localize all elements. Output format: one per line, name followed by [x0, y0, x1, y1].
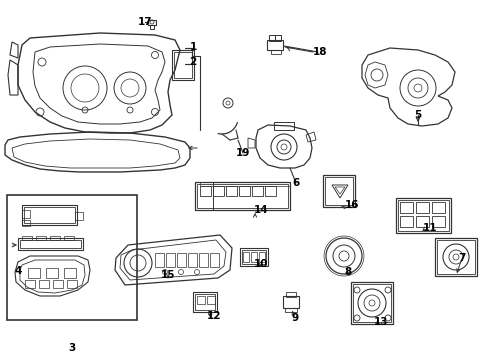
- Text: 2: 2: [189, 57, 196, 67]
- Bar: [396, 198, 451, 233]
- Bar: [351, 282, 393, 324]
- Bar: [435, 238, 477, 276]
- Bar: [67, 280, 77, 288]
- Bar: [251, 252, 257, 262]
- Bar: [64, 268, 76, 278]
- Text: 5: 5: [415, 110, 421, 120]
- Text: 11: 11: [423, 223, 437, 233]
- Text: 12: 12: [207, 311, 221, 321]
- Text: 15: 15: [161, 270, 175, 280]
- Bar: [199, 253, 208, 267]
- Bar: [259, 252, 265, 262]
- Bar: [174, 52, 192, 78]
- Bar: [148, 20, 156, 25]
- Bar: [400, 202, 413, 213]
- Bar: [239, 186, 250, 196]
- Bar: [22, 210, 30, 218]
- Bar: [22, 220, 30, 226]
- Text: 17: 17: [138, 17, 152, 27]
- Bar: [53, 280, 63, 288]
- Text: 9: 9: [292, 313, 298, 323]
- Bar: [267, 40, 283, 50]
- Bar: [240, 248, 268, 266]
- Bar: [22, 236, 32, 240]
- Text: 13: 13: [374, 317, 388, 327]
- Bar: [188, 253, 197, 267]
- Bar: [286, 292, 296, 297]
- Bar: [200, 186, 211, 196]
- Bar: [20, 240, 81, 248]
- Bar: [7, 195, 137, 320]
- Bar: [285, 308, 297, 312]
- Bar: [39, 280, 49, 288]
- Bar: [400, 216, 413, 227]
- Bar: [416, 216, 429, 227]
- Text: 8: 8: [344, 267, 352, 277]
- Bar: [28, 268, 40, 278]
- Bar: [432, 202, 445, 213]
- Bar: [226, 186, 237, 196]
- Text: 7: 7: [458, 253, 466, 263]
- Bar: [242, 250, 266, 264]
- Text: 18: 18: [313, 47, 327, 57]
- Text: 4: 4: [14, 266, 22, 276]
- Bar: [46, 268, 58, 278]
- Bar: [416, 202, 429, 213]
- Text: 16: 16: [345, 200, 359, 210]
- Bar: [432, 216, 445, 227]
- Bar: [195, 294, 215, 310]
- Bar: [271, 50, 281, 54]
- Bar: [353, 284, 391, 322]
- Bar: [207, 296, 215, 304]
- Bar: [155, 253, 164, 267]
- Bar: [195, 182, 213, 210]
- Bar: [398, 200, 449, 231]
- Bar: [275, 35, 281, 41]
- Bar: [50, 236, 60, 240]
- Bar: [22, 205, 77, 225]
- Bar: [172, 50, 194, 80]
- Text: 3: 3: [69, 343, 75, 353]
- Bar: [150, 25, 154, 29]
- Bar: [166, 253, 175, 267]
- Bar: [195, 182, 290, 210]
- Bar: [177, 253, 186, 267]
- Text: 14: 14: [254, 205, 269, 215]
- Bar: [274, 122, 294, 130]
- Bar: [75, 212, 83, 220]
- Bar: [25, 280, 35, 288]
- Bar: [64, 236, 74, 240]
- Bar: [252, 186, 263, 196]
- Bar: [200, 182, 290, 186]
- Bar: [213, 186, 224, 196]
- Bar: [265, 186, 276, 196]
- Bar: [210, 253, 219, 267]
- Text: 1: 1: [189, 42, 196, 52]
- Bar: [323, 175, 355, 207]
- Bar: [18, 238, 83, 250]
- Bar: [197, 296, 205, 304]
- Text: 6: 6: [293, 178, 299, 188]
- Bar: [24, 207, 75, 223]
- Text: 19: 19: [236, 148, 250, 158]
- Bar: [283, 296, 299, 308]
- Text: 10: 10: [254, 259, 268, 269]
- Bar: [269, 35, 275, 41]
- Bar: [437, 240, 475, 274]
- Bar: [193, 292, 217, 312]
- Bar: [197, 184, 288, 208]
- Bar: [243, 252, 249, 262]
- Bar: [36, 236, 46, 240]
- Bar: [325, 177, 353, 205]
